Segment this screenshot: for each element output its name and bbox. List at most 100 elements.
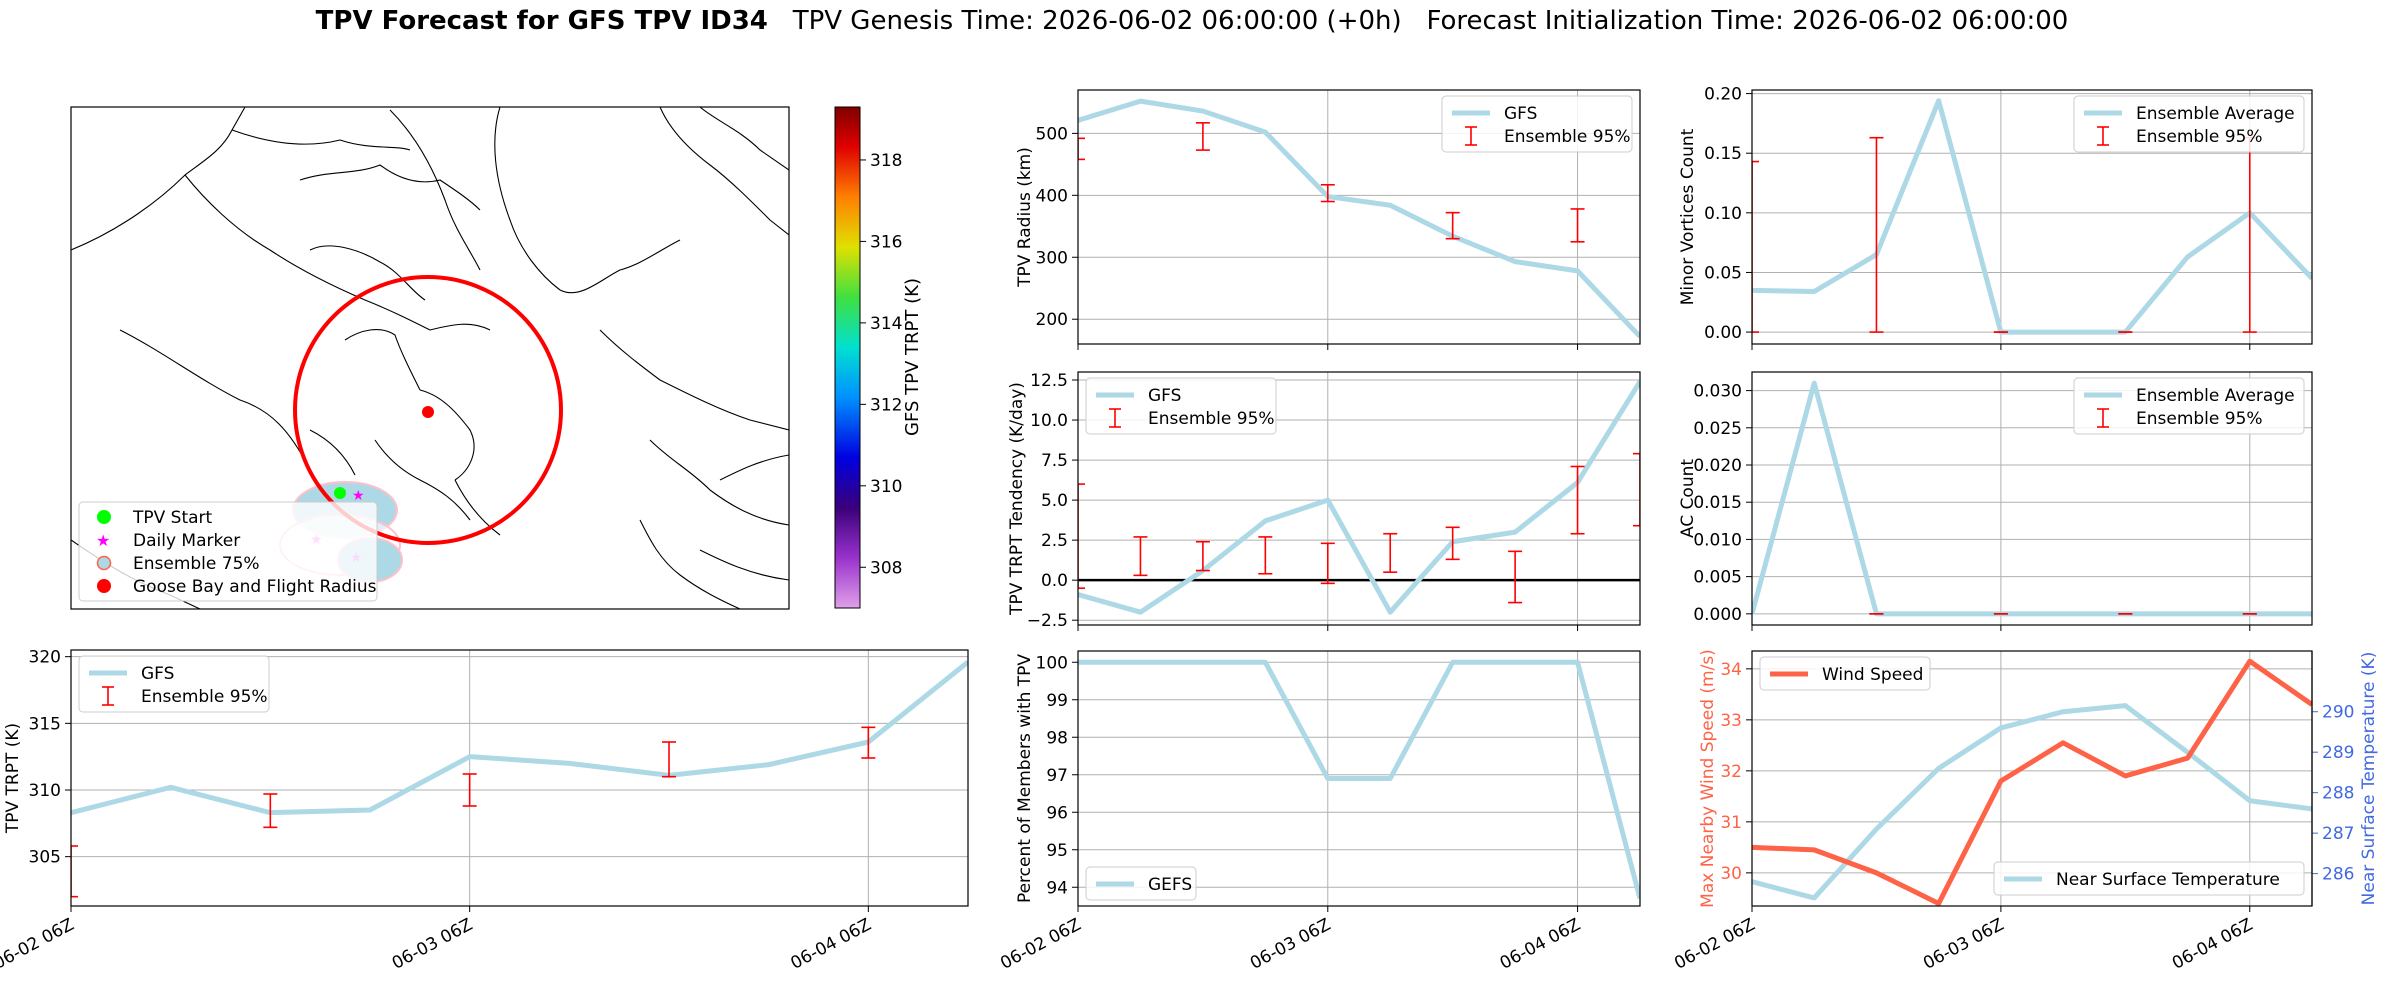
plot-marks [1752, 380, 2312, 617]
legend-box [1085, 866, 1197, 901]
error-bar [1320, 542, 1335, 585]
y-tick-label: 2.5 [1041, 531, 1068, 551]
y-tick-label: 99 [1046, 691, 1068, 711]
plot-marks [1078, 98, 1640, 339]
x-tick-label: 06-04 06Z [2169, 915, 2256, 974]
legend-label: Ensemble Average [2136, 386, 2295, 406]
colorbar-tick-label: 312 [870, 395, 902, 415]
title-genesis-time: TPV Genesis Time: 2026-06-02 06:00:00 (+… [792, 6, 1402, 36]
goose-bay-marker [422, 406, 434, 418]
plot-marks [1752, 98, 2312, 335]
y-axis-label: Max Nearby Wind Speed (m/s) [1698, 649, 1718, 908]
legend-tpv-start: TPV Start [132, 508, 213, 528]
y-tick-label: 0.05 [1704, 263, 1742, 283]
error-bar [1570, 465, 1585, 535]
legend-daily-marker: Daily Marker [133, 531, 240, 551]
x-tick-label: 06-04 06Z [788, 915, 875, 974]
flight-radius-circle [293, 275, 563, 545]
legend-box [78, 655, 270, 713]
members-panel: 94 95 96 97 98 99 100 06-02 06Z 06-03 06Z 06-04 0… [997, 650, 1641, 974]
y-tick-label: 33 [1720, 711, 1742, 731]
colorbar-tick-label: 314 [870, 314, 902, 334]
error-bar [1195, 540, 1210, 572]
y-tick-label: 400 [1036, 186, 1068, 206]
y-tick-label: 300 [1036, 248, 1068, 268]
y-tick-label: 12.5 [1030, 371, 1068, 391]
legend-label: Near Surface Temperature [2056, 870, 2280, 890]
y-tick-label: 0.030 [1693, 382, 1742, 402]
right-y-tick-label: 288 [2322, 784, 2354, 804]
legend-goose-icon [97, 579, 111, 593]
legend-start-icon [97, 510, 111, 524]
legend: Ensemble Average Ensemble 95% [2073, 377, 2305, 435]
y-tick-label: 34 [1720, 660, 1742, 680]
right-y-tick-label: 290 [2322, 703, 2354, 723]
ac-count-panel: 0.000 0.005 0.010 0.015 0.020 0.025 0.030 AC Co… [1678, 371, 2313, 631]
legend: GEFS [1085, 866, 1197, 901]
colorbar-ticks: 308 310 312 314 316 318 [860, 151, 902, 578]
series-line [1752, 380, 2312, 617]
legend-ensemble-75: Ensemble 75% [133, 554, 260, 574]
error-bar [1570, 208, 1585, 243]
series-line [1752, 98, 2312, 335]
plot-marks [1078, 659, 1640, 900]
wind-speed-line [1752, 658, 2312, 906]
error-bar [1508, 550, 1523, 604]
right-y-tick-label: 286 [2322, 865, 2354, 885]
y-tick-label: 500 [1036, 124, 1068, 144]
map-legend: TPV Start ★ Daily Marker Ensemble 75% Go… [78, 501, 378, 602]
x-tick-label: 06-03 06Z [1247, 915, 1334, 974]
daily-marker: ★ [352, 488, 365, 504]
title-init-time: Forecast Initialization Time: 2026-06-02… [1426, 6, 2069, 36]
axes-frame [1077, 89, 1641, 345]
legend-box [1759, 656, 1931, 691]
y-tick-label: 100 [1036, 653, 1068, 673]
y-tick-label: 0.005 [1693, 568, 1742, 588]
map-legend-box [78, 501, 378, 602]
error-bar [1869, 136, 1884, 333]
y-axis-label: Minor Vortices Count [1678, 128, 1698, 305]
error-bar [1133, 536, 1148, 577]
x-tick-label: 06-02 06Z [997, 915, 1084, 974]
legend: GFS Ensemble 95% [78, 655, 270, 713]
legend: Wind Speed [1759, 656, 1931, 691]
legend-label: Ensemble 95% [2136, 409, 2263, 429]
error-bar [1258, 536, 1273, 575]
legend: GFS Ensemble 95% [1085, 377, 1277, 435]
y-axis-label: TPV TRPT Tendency (K/day) [1007, 382, 1027, 616]
x-tick-label: 06-02 06Z [0, 915, 77, 974]
y-tick-label: 315 [29, 714, 61, 734]
y-tick-label: 97 [1046, 766, 1068, 786]
y-tick-label: 0.025 [1693, 419, 1742, 439]
legend-label: Ensemble Average [2136, 104, 2295, 124]
error-bar [263, 793, 278, 829]
wind-panel: 286 287 288 289 290 Near Surface Temperature … [1671, 649, 2379, 974]
y-axis-label: TPV TRPT (K) [3, 723, 23, 834]
legend-ensemble-icon [96, 555, 112, 571]
y-tick-label: 305 [29, 848, 61, 868]
legend-box [1441, 95, 1633, 153]
right-y-tick-label: 289 [2322, 743, 2354, 763]
plot-marks [1752, 658, 2312, 906]
right-y-axis-label: Near Surface Temperature (K) [2359, 652, 2379, 906]
colorbar-tick-label: 308 [870, 558, 902, 578]
axes-frame [70, 649, 969, 907]
legend-label: Ensemble 95% [2136, 127, 2263, 147]
axes-frame [1751, 371, 2313, 626]
y-tick-label: −2.5 [1027, 611, 1068, 631]
legend-box [1993, 861, 2305, 896]
y-tick-label: 0.15 [1704, 144, 1742, 164]
legend: Ensemble Average Ensemble 95% [2073, 95, 2305, 153]
right-y-tick-label: 287 [2322, 824, 2354, 844]
legend-label: GFS [1504, 104, 1537, 124]
y-tick-label: 95 [1046, 841, 1068, 861]
colorbar: 308 310 312 314 316 318 GFS TPV TRPT (K) [834, 106, 923, 609]
axes-frame [1077, 371, 1641, 626]
error-bar [1445, 526, 1460, 561]
series-line [1078, 98, 1640, 339]
plot-marks [71, 660, 968, 898]
y-tick-label: 0.020 [1693, 456, 1742, 476]
minor-vortices-panel: 0.00 0.05 0.10 0.15 0.20 Minor Vortices Count… [1678, 85, 2313, 350]
error-bar [861, 726, 876, 759]
